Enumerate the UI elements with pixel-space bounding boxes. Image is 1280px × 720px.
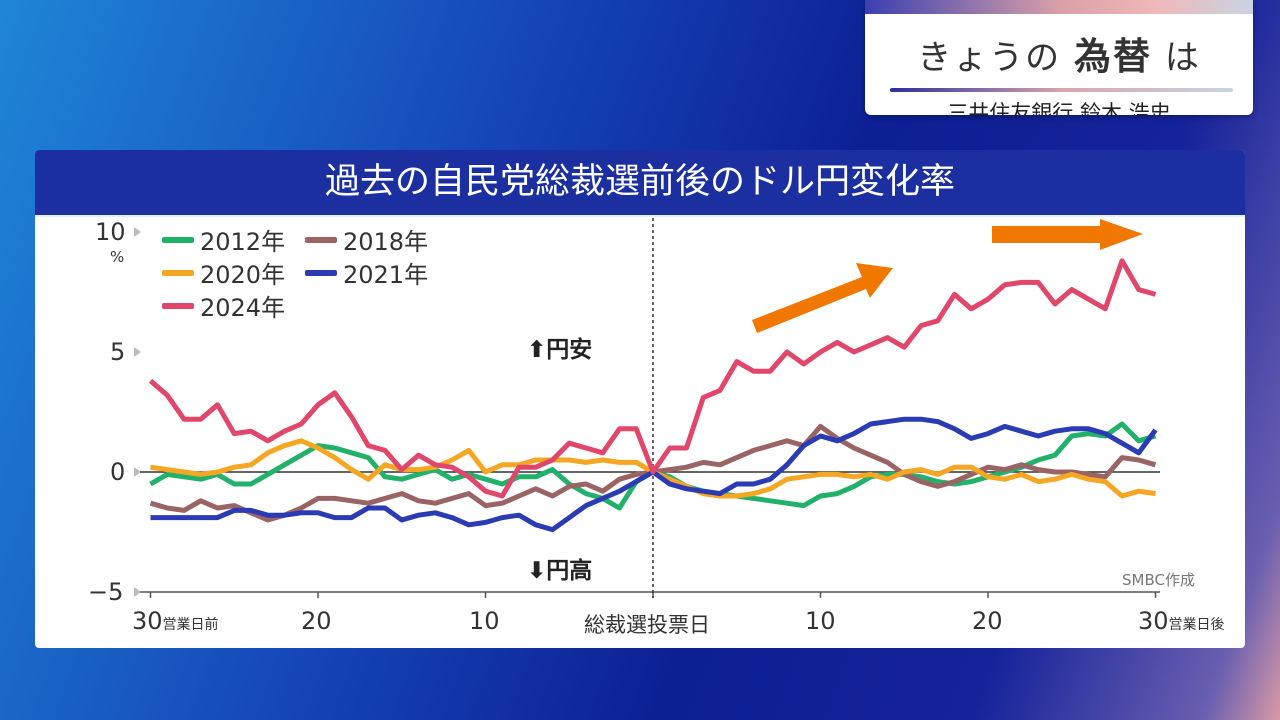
legend-label: 2018年 [343, 228, 429, 256]
ytick-5: 5 [110, 338, 126, 366]
xtick-10-before: 10 [469, 607, 500, 635]
up-trend-arrow [752, 263, 893, 333]
chart-title: 過去の自民党総裁選前後のドル円変化率 [35, 150, 1245, 217]
ytick-0: 0 [110, 458, 126, 486]
xtick-unit: 営業日後 [1168, 617, 1225, 633]
xtick-unit: 営業日前 [162, 617, 219, 633]
xtick-election-day: 総裁選投票日 [584, 613, 710, 637]
right-trend-arrow-head [1100, 219, 1143, 250]
legend-swatch [162, 236, 194, 243]
legend-item-2012: 2012年 [162, 222, 285, 257]
legend-swatch [305, 269, 337, 276]
xtick-20-after: 20 [972, 607, 1003, 635]
y-unit-label: % [110, 248, 125, 266]
legend-label: 2021年 [343, 261, 429, 289]
legend-swatch [162, 269, 194, 276]
legend-swatch [305, 236, 337, 243]
legend-item-2018: 2018年 [305, 222, 428, 257]
right-trend-arrow-body [992, 226, 1100, 243]
legend-label: 2012年 [200, 228, 286, 256]
xtick-30-before: 30営業日前 [132, 607, 219, 635]
yen-weak-annotation: ⬆円安 [527, 330, 592, 364]
xtick-10-after: 10 [805, 607, 836, 635]
yen-strong-annotation: ⬇円高 [527, 551, 592, 585]
ytick-marker [134, 227, 141, 237]
series-line-2024年 [148, 258, 1157, 499]
annotation-label: 円安 [546, 337, 593, 363]
legend-label: 2020年 [200, 261, 286, 289]
source-note: SMBC作成 [1122, 571, 1195, 589]
ytick-marker [134, 347, 141, 357]
legend-swatch [162, 302, 194, 309]
ytick-minus5: −5 [88, 578, 124, 606]
program-title-card: きょうの 為替 は 三井住友銀行 鈴木 浩史 [865, 0, 1253, 115]
legend-item-2020: 2020年 [162, 255, 285, 290]
title-suffix: は [1164, 38, 1201, 78]
title-bold: 為替 [1074, 35, 1152, 78]
xtick-number: 30 [132, 607, 163, 635]
card-gradient-strip [865, 0, 1253, 14]
ytick-10: 10 [95, 218, 126, 246]
presenter-name: 三井住友銀行 鈴木 浩史 [947, 101, 1171, 115]
down-arrow-icon: ⬇ [527, 558, 547, 584]
ytick-marker [134, 587, 141, 597]
ytick-marker [134, 467, 141, 477]
title-divider [890, 88, 1233, 92]
annotation-label: 円高 [546, 558, 593, 584]
xtick-20-before: 20 [301, 607, 332, 635]
up-arrow-icon: ⬆ [527, 337, 547, 363]
title-prefix: きょうの [917, 38, 1062, 78]
legend-label: 2024年 [200, 294, 286, 322]
legend-item-2021: 2021年 [305, 255, 428, 290]
xtick-30-after: 30営業日後 [1138, 607, 1225, 635]
legend-item-2024: 2024年 [162, 288, 285, 323]
xtick-number: 30 [1138, 607, 1169, 635]
program-title: きょうの 為替 は [865, 26, 1253, 80]
